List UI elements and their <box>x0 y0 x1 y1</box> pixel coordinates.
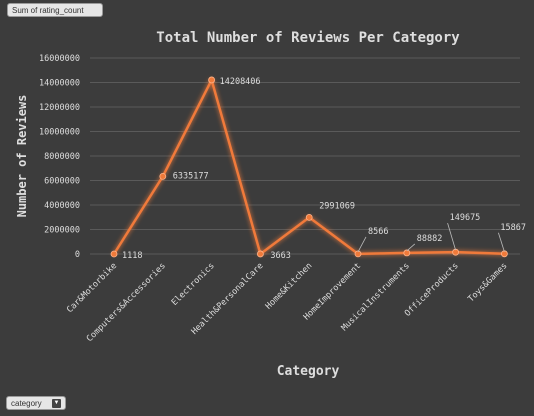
y-tick-label: 2000000 <box>44 226 80 236</box>
data-point <box>110 250 118 258</box>
y-tick-label: 4000000 <box>44 201 80 211</box>
data-label: 3663 <box>270 251 290 261</box>
data-label: 1118 <box>122 251 142 261</box>
value-field-button[interactable]: Sum of rating_count <box>7 3 103 17</box>
y-tick-label: 16000000 <box>39 54 80 64</box>
x-axis-label: Category <box>277 364 340 379</box>
axis-field-button[interactable]: category ▼ <box>6 396 66 410</box>
data-point <box>403 249 411 257</box>
data-label: 6335177 <box>173 171 209 181</box>
data-label-leader <box>498 232 505 252</box>
data-label-leader <box>357 236 367 253</box>
data-label: 88882 <box>417 234 443 244</box>
data-label-leader <box>447 223 456 251</box>
data-point <box>256 250 264 258</box>
x-tick-label: Computers&Accessories <box>85 261 168 344</box>
data-label: 14208406 <box>220 77 261 87</box>
data-label-leader <box>406 243 416 252</box>
data-label: 149675 <box>450 213 481 223</box>
x-tick-label: Electronics <box>170 261 217 308</box>
x-tick-label: Toys&Games <box>466 261 509 304</box>
y-tick-label: 6000000 <box>44 177 80 187</box>
axis-field-label: category <box>11 399 42 408</box>
data-label: 8566 <box>368 227 388 237</box>
y-tick-label: 0 <box>75 250 80 260</box>
chart-title: Total Number of Reviews Per Category <box>156 30 460 46</box>
y-tick-label: 14000000 <box>39 79 80 89</box>
data-label: 15867 <box>500 223 526 233</box>
value-field-label: Sum of rating_count <box>12 6 84 15</box>
y-tick-label: 12000000 <box>39 103 80 113</box>
x-tick-label: Car&Motorbike <box>65 261 119 315</box>
dropdown-arrow-icon: ▼ <box>52 399 61 408</box>
data-point <box>208 76 216 84</box>
x-tick-label: OfficeProducts <box>403 261 461 319</box>
data-point <box>305 213 313 221</box>
data-point <box>159 172 167 180</box>
y-tick-label: 8000000 <box>44 152 80 162</box>
y-axis-label: Number of Reviews <box>15 95 29 218</box>
data-label: 2991069 <box>319 201 355 211</box>
y-tick-label: 10000000 <box>39 128 80 138</box>
series-line <box>112 78 505 256</box>
x-tick-label: Home&Kitchen <box>264 261 315 312</box>
data-point <box>354 250 362 258</box>
